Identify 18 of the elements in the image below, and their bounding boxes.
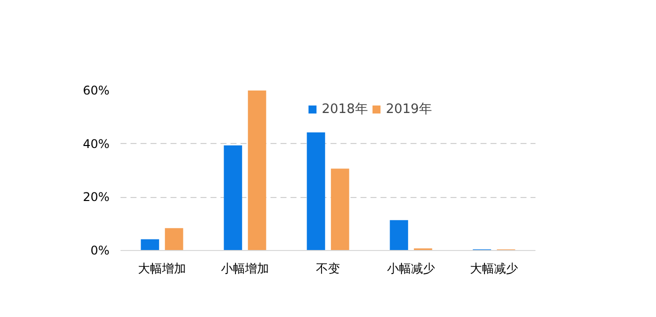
y-tick-label: 20%: [82, 190, 110, 204]
bar: [390, 220, 408, 250]
bar: [224, 145, 242, 250]
x-tick-label: 大幅增加: [138, 262, 186, 276]
bar: [140, 239, 160, 250]
bar: [248, 90, 266, 250]
y-tick-label: 0%: [90, 244, 110, 258]
bar: [164, 228, 184, 250]
x-tick-label: 小幅增加: [221, 262, 269, 276]
y-tick-label: 60%: [82, 84, 110, 98]
x-tick-label: 小幅减少: [387, 262, 435, 276]
bar: [330, 168, 350, 250]
y-tick-label: 40%: [82, 136, 110, 151]
bar: [306, 132, 326, 250]
legend-label: 2019年: [386, 101, 432, 118]
legend-label: 2018年: [322, 101, 368, 118]
x-tick-label: 大幅减少: [470, 262, 518, 276]
x-tick-label: 不变: [316, 262, 340, 276]
